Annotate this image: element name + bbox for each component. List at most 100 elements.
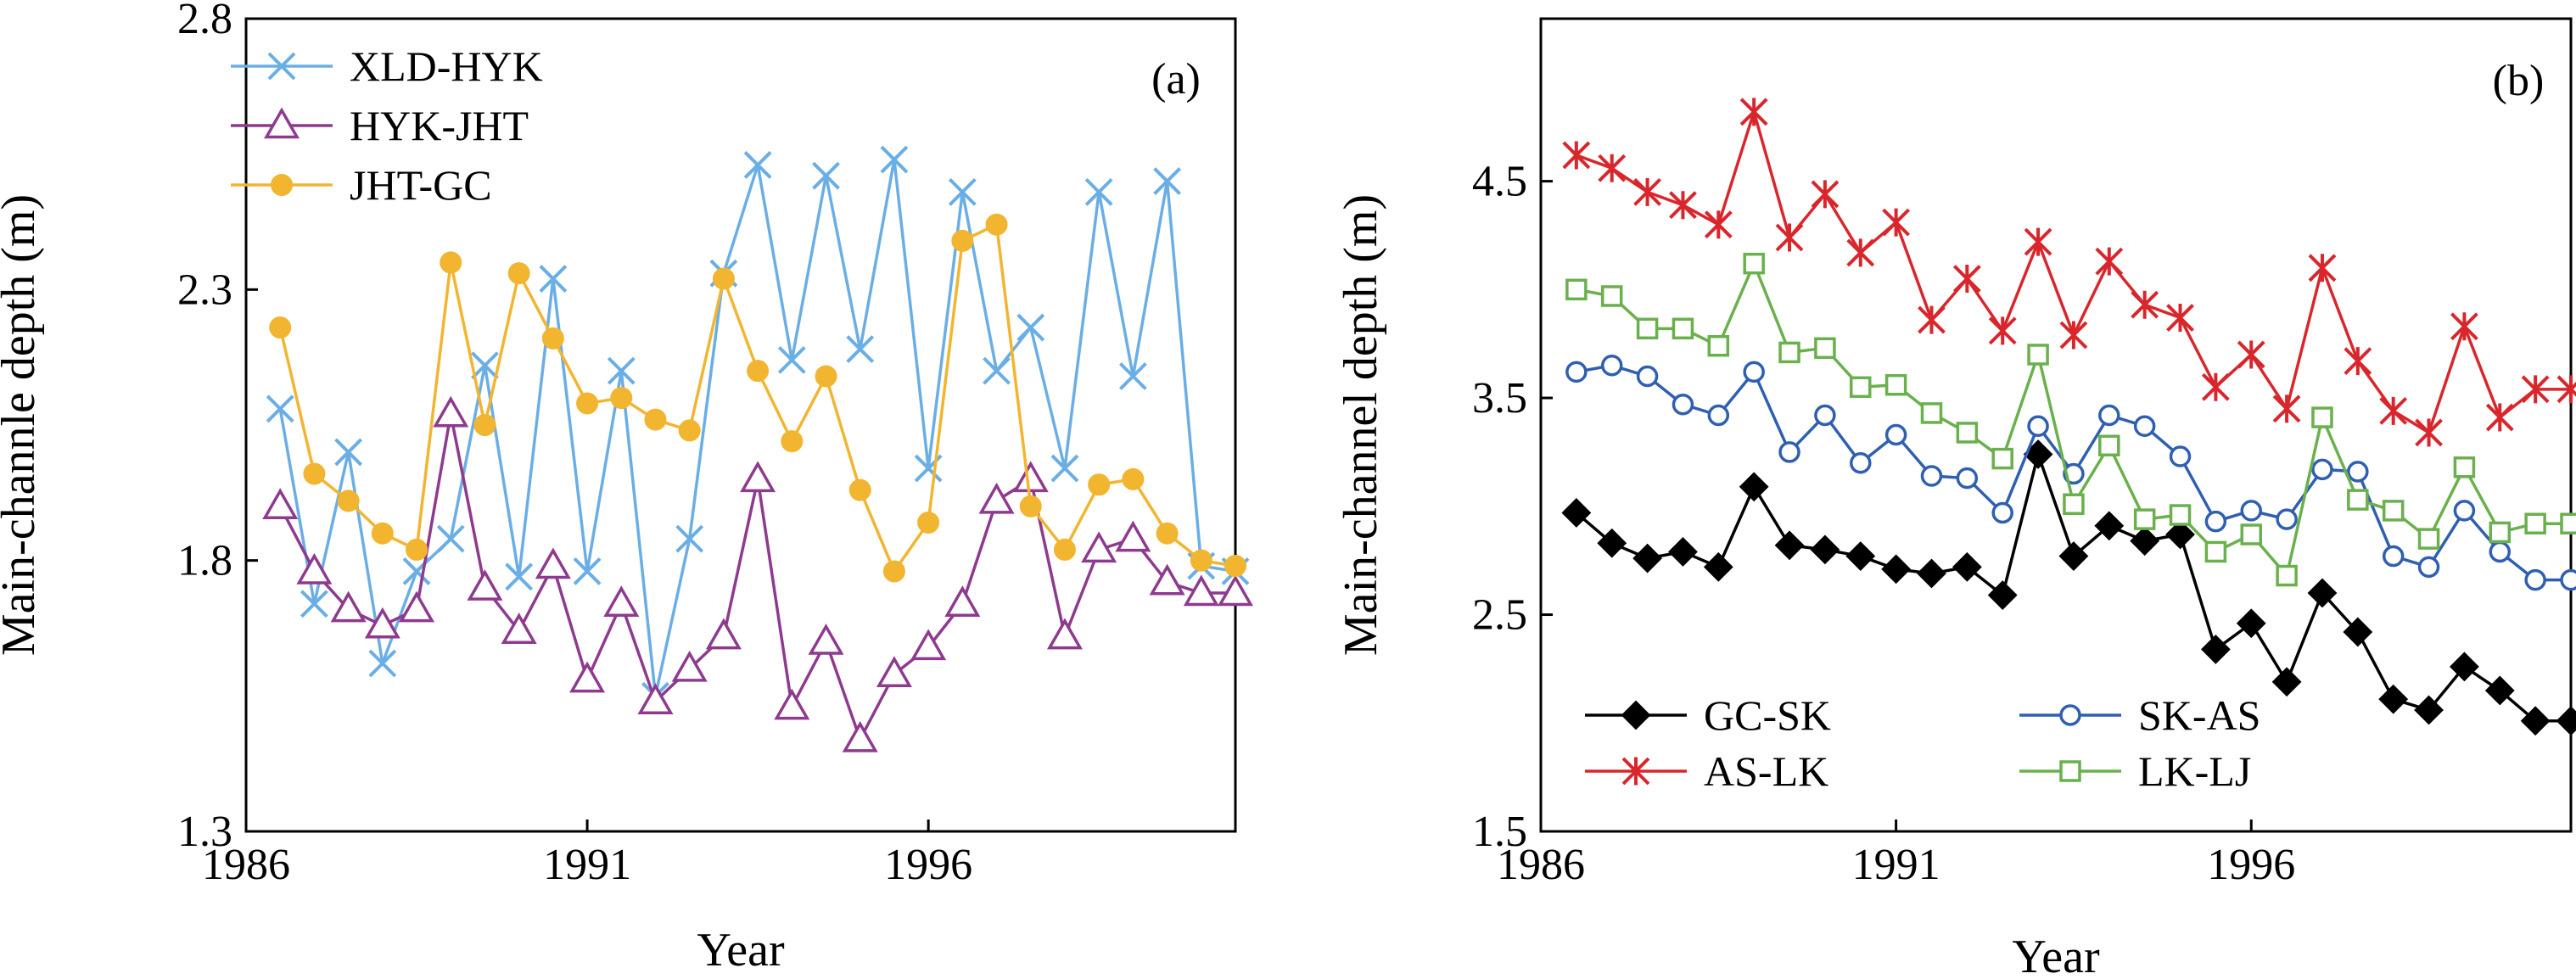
panel-b-point-as-lk <box>2095 247 2124 276</box>
panel-b-legend-item-as-lk: AS-LK <box>1585 747 1828 795</box>
panel-b-point-lk-lj <box>2417 528 2440 550</box>
panel-a-point-hyk-jht <box>876 656 912 688</box>
panel-a-legend: XLD-HYK HYK-JHT JHT-GC <box>231 42 543 209</box>
panel-a-y-tick-label: 2.8 <box>177 0 232 43</box>
panel-b-point-as-lk <box>2308 254 2337 283</box>
panel-b-legend-label: SK-AS <box>2138 691 2260 739</box>
panel-b-y-axis-title: Main-channel depth (m) <box>1335 194 1387 656</box>
panel-b-point-sk-as <box>1850 451 1872 474</box>
panel-b-point-as-lk <box>1739 98 1768 126</box>
panel-a-point-jht-gc <box>473 414 496 436</box>
panel-b-point-lk-lj <box>1956 422 1979 444</box>
panel-b-point-lk-lj <box>1778 341 1800 364</box>
panel-b-point-lk-lj <box>1743 252 1765 275</box>
panel-b-legend-label: LK-LJ <box>2138 747 2251 795</box>
panel-b-point-lk-lj <box>2098 434 2120 457</box>
panel-a-point-jht-gc <box>576 392 599 415</box>
panel-a-point-xld-hyk <box>1016 313 1045 342</box>
panel-b-point-gc-sk <box>1952 551 1982 582</box>
panel-b-legend-item-gc-sk: GC-SK <box>1585 691 1831 739</box>
panel-b-point-gc-sk <box>1810 534 1840 565</box>
panel-b-point-lk-lj <box>1600 285 1623 307</box>
panel-a-point-jht-gc <box>371 522 394 545</box>
panel-b-point-sk-as <box>1565 361 1588 383</box>
panel-b-point-lk-lj <box>1636 317 1659 340</box>
panel-b-point-as-lk <box>2201 372 2230 401</box>
panel-a-point-jht-gc <box>440 251 462 274</box>
panel-a-point-jht-gc <box>337 489 360 512</box>
panel-a-point-hyk-jht <box>944 585 981 618</box>
panel-b-point-gc-sk <box>2520 706 2551 736</box>
panel-b-x-tick-label: 1986 <box>1497 841 1585 889</box>
panel-a-point-xld-hyk <box>777 345 806 374</box>
panel-a-legend-label: HYK-JHT <box>350 102 529 149</box>
panel-b-point-lk-lj <box>1884 373 1907 396</box>
panel-a-point-xld-hyk <box>1153 167 1182 196</box>
panel-a-point-hyk-jht <box>535 547 571 579</box>
panel-a-chart: 1.3 1.8 2.3 2.8 1986 1991 1996 Year Main-channle… <box>0 0 1254 976</box>
panel-a-point-xld-hyk <box>266 394 294 423</box>
panel-b-legend-label: AS-LK <box>1704 747 1828 795</box>
panel-b-point-as-lk <box>1598 154 1627 182</box>
panel-b-point-gc-sk <box>1774 530 1805 561</box>
panel-b-plot-frame <box>1539 17 2573 833</box>
panel-b-point-lk-lj <box>2382 500 2405 522</box>
panel-b-point-sk-as <box>2204 510 2227 533</box>
panel-a-y-tick-label: 2.3 <box>177 266 232 314</box>
panel-a-plot-frame <box>244 17 1237 833</box>
panel-a-point-xld-hyk <box>743 151 772 179</box>
panel-a-point-jht-gc <box>815 365 837 388</box>
panel-b-x-axis-title: Year <box>2012 931 2100 979</box>
panel-b-point-sk-as <box>2489 540 2512 563</box>
panel-b-point-gc-sk <box>2023 439 2053 469</box>
panel-a-point-jht-gc <box>1122 467 1145 490</box>
panel-b-point-lk-lj <box>2063 493 2085 515</box>
panel-b-point-as-lk <box>2450 312 2478 341</box>
panel-a-legend-item-xld-hyk: XLD-HYK <box>231 42 543 90</box>
panel-a-point-hyk-jht <box>1046 618 1083 650</box>
panel-b-point-sk-as <box>2524 568 2546 591</box>
panel-a-series-hyk-jht <box>262 395 1254 752</box>
panel-b-panel-label: (b) <box>2493 57 2545 105</box>
panel-b-y-tick-label: 2.5 <box>1472 591 1527 640</box>
panel-b-point-lk-lj <box>1672 317 1694 340</box>
panel-a-point-jht-gc <box>1156 522 1179 545</box>
panel-b-point-gc-sk <box>1881 554 1912 585</box>
panel-a-point-jht-gc <box>882 560 905 583</box>
panel-b-point-lk-lj <box>2240 523 2262 545</box>
panel-b-point-sk-as <box>1814 404 1836 427</box>
panel-b-point-as-lk <box>2556 375 2576 404</box>
panel-b-point-sk-as <box>1672 393 1694 416</box>
panel-b-chart: 1.5 2.5 3.5 4.5 1986 1991 1996 Year Main-channel… <box>1335 17 2576 979</box>
panel-a-point-hyk-jht <box>467 569 503 601</box>
panel-a-point-xld-hyk <box>880 145 909 174</box>
panel-b-point-sk-as <box>1743 361 1765 383</box>
panel-b-legend-marker <box>2059 760 2081 782</box>
panel-b-series-sk-as <box>1565 354 2576 591</box>
panel-a-point-jht-gc <box>1019 495 1042 517</box>
panel-a-point-hyk-jht <box>1183 574 1219 607</box>
panel-b-point-sk-as <box>2240 500 2262 522</box>
panel-b-point-lk-lj <box>1565 278 1588 301</box>
panel-b-point-gc-sk <box>2236 608 2266 639</box>
panel-a-point-jht-gc <box>781 430 804 453</box>
panel-b-point-lk-lj <box>2560 512 2576 534</box>
panel-a-y-axis-title: Main-channle depth (m) <box>0 194 45 656</box>
panel-b-point-as-lk <box>2521 375 2550 404</box>
panel-a-point-jht-gc <box>644 408 667 431</box>
panel-a-point-xld-hyk <box>948 177 977 206</box>
panel-a-point-xld-hyk <box>334 438 363 467</box>
panel-b-point-as-lk <box>1988 316 2017 345</box>
panel-b-point-lk-lj <box>1991 447 2013 470</box>
panel-a-point-xld-hyk <box>1118 362 1147 390</box>
panel-a-point-jht-gc <box>951 229 974 252</box>
panel-a-point-hyk-jht <box>978 482 1015 514</box>
panel-b-legend-item-lk-lj: LK-LJ <box>2019 747 2251 795</box>
panel-b-point-sk-as <box>2276 508 2298 530</box>
panel-a-point-jht-gc <box>747 360 770 383</box>
panel-b-point-sk-as <box>1636 365 1659 388</box>
panel-b-y-tick-label: 4.5 <box>1472 158 1527 206</box>
panel-b-point-sk-as <box>2311 458 2333 481</box>
panel-b-point-lk-lj <box>2133 508 2156 530</box>
panel-b-point-gc-sk <box>2271 667 2302 697</box>
